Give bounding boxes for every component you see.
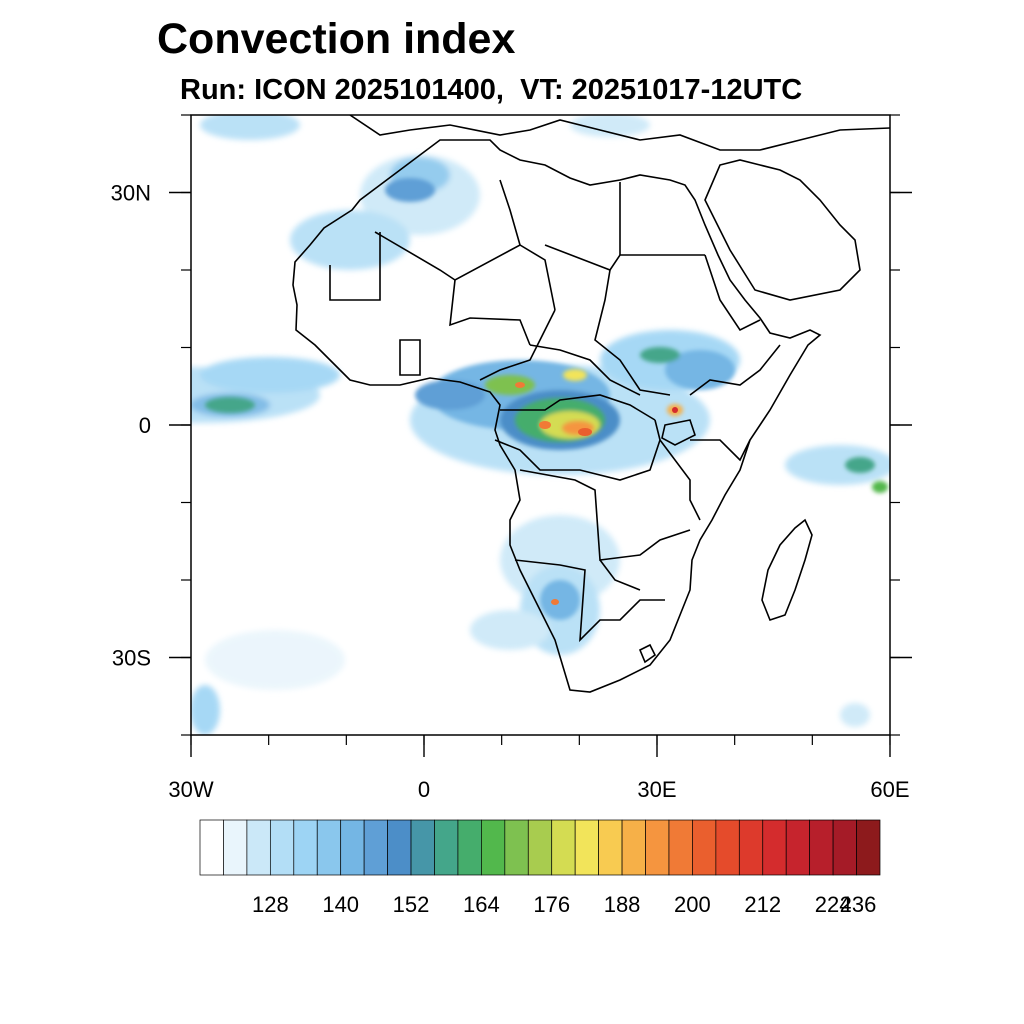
country-border xyxy=(689,344,781,396)
colorbar-swatch xyxy=(434,819,459,876)
colorbar-swatch xyxy=(199,819,224,876)
field-patch xyxy=(205,630,345,690)
country-border xyxy=(544,244,705,271)
country-border xyxy=(329,232,381,301)
y-tick-label: 30N xyxy=(111,181,151,206)
field-patch xyxy=(570,115,650,137)
field-patch xyxy=(191,685,220,735)
colorbar-swatch xyxy=(293,819,318,876)
field-patch xyxy=(290,210,410,270)
field-patch xyxy=(845,457,875,473)
x-tick-label: 60E xyxy=(870,777,909,802)
colorbar-label: 188 xyxy=(604,892,641,917)
field-patch xyxy=(385,178,435,202)
lesotho-border xyxy=(638,643,657,664)
field-patch xyxy=(539,421,551,429)
field-patch xyxy=(640,347,680,363)
country-border xyxy=(704,254,761,332)
field-patch xyxy=(840,703,870,727)
colorbar-swatch xyxy=(785,819,811,876)
colorbar-swatch xyxy=(269,819,295,876)
field-patch xyxy=(672,407,678,413)
country-border xyxy=(449,279,531,346)
field-patch xyxy=(785,445,890,485)
colorbar-label: 164 xyxy=(463,892,500,917)
x-tick-label: 0 xyxy=(418,777,430,802)
field-patch xyxy=(200,357,340,393)
country-border xyxy=(529,344,641,396)
colorbar-swatch xyxy=(692,819,717,876)
colorbar-swatch xyxy=(363,819,388,876)
coastlines xyxy=(292,115,890,693)
colorbar-swatch xyxy=(387,819,412,876)
x-tick-label: 30W xyxy=(168,777,213,802)
colorbar-swatch xyxy=(574,819,599,876)
colorbar-swatch xyxy=(645,819,670,876)
axes: 30W 0 30E 60E 30N 0 30S xyxy=(111,114,912,802)
country-border xyxy=(479,309,556,381)
y-tick-label: 0 xyxy=(139,413,151,438)
field-patch xyxy=(485,375,535,395)
country-border xyxy=(690,439,751,462)
colorbar-swatch xyxy=(809,819,834,876)
colorbar-swatch xyxy=(340,819,365,876)
colorbar-swatch xyxy=(457,819,482,876)
field-patch xyxy=(205,397,255,413)
country-border xyxy=(499,179,521,246)
x-tick-label: 30E xyxy=(637,777,676,802)
colorbar-swatch xyxy=(223,819,248,876)
colorbar-swatch xyxy=(504,819,529,876)
madagascar-coastline xyxy=(761,518,813,621)
field-patch xyxy=(563,369,587,381)
chart-subtitle: Run: ICON 2025101400, VT: 20251017-12UTC xyxy=(180,74,803,106)
country-border xyxy=(514,559,665,643)
colorbar-label: 128 xyxy=(252,892,289,917)
field-patch xyxy=(200,115,300,140)
field-patch xyxy=(872,481,888,493)
colorbar-label: 152 xyxy=(393,892,430,917)
country-border xyxy=(594,269,671,396)
country-border xyxy=(659,439,701,521)
africa-coastline xyxy=(292,139,822,693)
country-border xyxy=(399,339,421,376)
colorbar-swatch xyxy=(668,819,693,876)
colorbar-swatch xyxy=(246,819,271,876)
colorbar-swatch xyxy=(621,819,646,876)
field-patch xyxy=(665,350,735,390)
colorbar-label: 140 xyxy=(322,892,359,917)
colorbar-label: 236 xyxy=(840,892,877,917)
colorbar-swatch xyxy=(481,819,506,876)
colorbar-swatch xyxy=(762,819,787,876)
europe-coastline xyxy=(349,115,890,151)
chart-title: Convection index xyxy=(157,15,516,63)
country-border xyxy=(599,559,641,591)
colorbar-label: 200 xyxy=(674,892,711,917)
colorbar-swatch xyxy=(551,819,576,876)
field-patch xyxy=(415,380,485,410)
colorbar-swatch xyxy=(316,819,342,876)
field-patch xyxy=(551,599,559,605)
field-patch xyxy=(540,580,580,620)
country-border xyxy=(374,231,556,311)
lake-victoria xyxy=(661,419,696,446)
country-border xyxy=(494,419,661,481)
colorbar-label: 224 xyxy=(815,892,852,917)
country-border xyxy=(500,394,656,421)
colorbar-label: 212 xyxy=(744,892,781,917)
colorbar-swatch xyxy=(598,819,623,876)
colorbar-swatch xyxy=(527,819,553,876)
field-patch xyxy=(578,428,592,436)
colorbar-swatch xyxy=(715,819,740,876)
arabia-coastline xyxy=(704,159,861,301)
colorbar-swatch xyxy=(738,819,764,876)
field-patch xyxy=(515,382,525,388)
colorbar-swatch xyxy=(410,819,435,876)
field-patch xyxy=(470,610,550,650)
colorbar-swatch xyxy=(832,819,857,876)
y-tick-label: 30S xyxy=(112,646,151,671)
colorbar-swatch xyxy=(856,819,881,876)
colorbar-label: 176 xyxy=(533,892,570,917)
